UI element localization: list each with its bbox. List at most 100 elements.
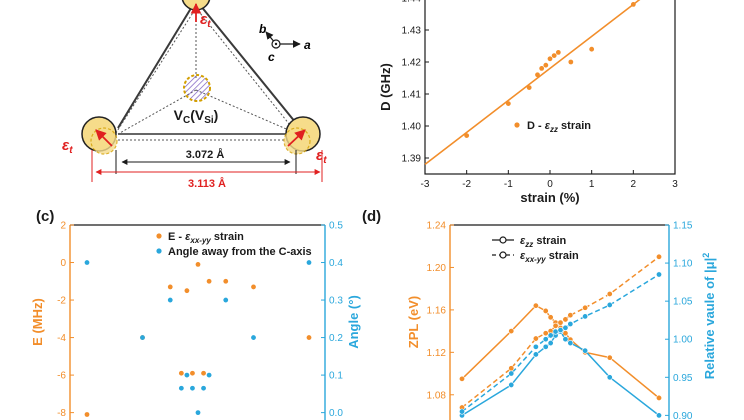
chart-d-point — [458, 408, 465, 415]
chart-c-point-e — [223, 278, 229, 284]
chart-d-ytick-label-right: 0.95 — [673, 373, 693, 384]
chart-b-xtick-label: 2 — [631, 179, 637, 190]
chart-d-ylabel-left: ZPL (eV) — [406, 296, 421, 349]
chart-b-legend: D - εzz strain — [514, 120, 591, 134]
chart-d-point — [532, 302, 539, 309]
chart-d-point — [655, 394, 662, 401]
chart-d-point — [582, 347, 589, 354]
chart-b-ytick-label: 1.39 — [402, 154, 422, 165]
chart-c-ytick-label-left: 2 — [60, 221, 66, 232]
chart-d-point — [562, 316, 569, 323]
chart-c-point-angle — [140, 335, 145, 340]
chart-b-points — [464, 2, 636, 139]
chart-b-xtick-label: -3 — [421, 179, 430, 190]
chart-b-point — [547, 56, 553, 62]
chart-c-point-e — [84, 412, 90, 417]
chart-c-legend-text-angle: Angle away from the C-axis — [168, 246, 312, 258]
strain-label-right: εt — [316, 147, 327, 166]
chart-c-legend-text-e: E - εxx-yy strain — [168, 231, 244, 245]
atom-left-ghost — [90, 127, 118, 155]
strain-arrow-right — [287, 129, 306, 147]
chart-d-legend-text-xxyy: εxx-yy strain — [520, 250, 579, 264]
chart-c-point-e — [167, 284, 173, 290]
chart-c-legend: E - εxx-yy strain Angle away from the C-… — [156, 231, 312, 258]
chart-d-point — [606, 374, 613, 381]
chart-b-xtick-label: -2 — [462, 179, 471, 190]
strain-label-left: εt — [62, 137, 73, 156]
chart-d-point — [547, 340, 554, 347]
chart-d-legend: εzz strain εxx-yy strain — [492, 235, 579, 264]
chart-b-ytick-label: 1.41 — [402, 90, 422, 101]
chart-d-point — [532, 343, 539, 350]
axis-a-label: a — [304, 38, 311, 52]
chart-b-point — [568, 59, 574, 65]
chart-b-xlabel: strain (%) — [520, 190, 579, 205]
chart-c-point-angle — [167, 297, 173, 303]
axis-c-label: c — [268, 50, 275, 64]
chart-d-point — [542, 336, 549, 343]
chart-c-point-angle — [251, 335, 256, 340]
triangle-outer-edge — [117, 0, 301, 129]
chart-d-ytick-label-right: 1.15 — [673, 221, 693, 232]
chart-d-point — [606, 290, 613, 297]
chart-b-legend-text: D - εzz strain — [527, 120, 591, 134]
chart-c-point-e — [190, 370, 195, 376]
chart-d-point — [562, 324, 569, 331]
chart-d-point — [508, 381, 515, 388]
chart-c-point-angle — [84, 260, 90, 265]
axis-b-label: b — [259, 22, 266, 36]
chart-d-ytick-label-left: 1.12 — [427, 348, 447, 359]
chart-b-fit-line — [424, 0, 641, 166]
chart-d-point — [542, 343, 549, 350]
chart-c-point-angle — [195, 410, 201, 416]
chart-d-ytick-label-right: 1.05 — [673, 297, 693, 308]
chart-c-point-e — [178, 370, 184, 376]
chart-b-ytick-label: 1.42 — [402, 58, 422, 69]
chart-c-point-angle — [206, 372, 212, 378]
chart-b-point — [535, 72, 540, 78]
chart-d-point — [567, 312, 574, 319]
chart-c-point-angle — [306, 260, 312, 265]
chart-c-point-e — [251, 284, 256, 290]
dimension-outer-label: 3.113 Å — [188, 177, 226, 190]
chart-b-point — [551, 53, 557, 58]
crystal-axes: b a c — [259, 22, 311, 64]
chart-b-frame — [424, 0, 676, 175]
chart-c-ytick-label-right: 0.1 — [329, 371, 343, 382]
chart-c-ytick-label-left: -6 — [57, 371, 66, 382]
chart-b-xtick-label: -1 — [504, 179, 513, 190]
chart-b-ytick-label: 1.44 — [402, 0, 422, 5]
chart-c-ytick-label-right: 0.3 — [329, 296, 343, 307]
chart-d-series — [458, 253, 662, 419]
chart-c-legend-marker-angle — [156, 248, 162, 254]
chart-d-ytick-label-right: 0.90 — [673, 411, 693, 420]
chart-b-ytick-label: 1.43 — [402, 26, 422, 37]
vacancy-label: VC(VSi) — [174, 107, 219, 126]
chart-c-point-angle — [178, 385, 184, 391]
chart-d-ytick-label-right: 1.10 — [673, 259, 693, 270]
chart-d-point — [508, 370, 515, 377]
chart-c-ytick-label-right: 0.2 — [329, 333, 343, 344]
chart-d-legend-solid-marker — [499, 236, 507, 244]
chart-d-point — [582, 304, 589, 311]
panel-label-d: (d) — [362, 208, 381, 225]
dimension-inner-label: 3.072 Å — [186, 148, 225, 161]
chart-d-point — [552, 322, 559, 329]
chart-d-vs-strain: -3 -2 -1 0 1 2 3 1.39 1.40 1.41 1.42 1.43 1.44 D (GH… — [378, 0, 678, 205]
chart-b-point — [630, 2, 636, 7]
chart-d-ytick-label-right: 1.00 — [673, 335, 693, 346]
chart-c-point-e — [206, 278, 212, 284]
chart-d-legend-text-zz: εzz strain — [520, 235, 567, 249]
chart-d-point — [655, 271, 662, 278]
chart-d-point — [542, 307, 549, 314]
chart-c-ytick-label-right: 0.0 — [329, 408, 343, 419]
chart-b-ylabel: D (GHz) — [378, 63, 393, 111]
chart-d-point — [532, 335, 539, 342]
chart-d-legend-dashed-marker — [499, 251, 507, 259]
structure-panel: VC(VSi) εt εt εt 3.072 Å 3.113 Å b — [62, 0, 327, 190]
atom-right-ghost — [283, 127, 311, 155]
chart-e-angle: -8 -6 -4 -2 0 2 0.0 0.1 0.2 0.3 0.4 0.5 E (MHz) Ang… — [30, 221, 361, 420]
chart-b-point — [464, 133, 470, 139]
chart-c-ytick-label-left: -2 — [57, 296, 66, 307]
